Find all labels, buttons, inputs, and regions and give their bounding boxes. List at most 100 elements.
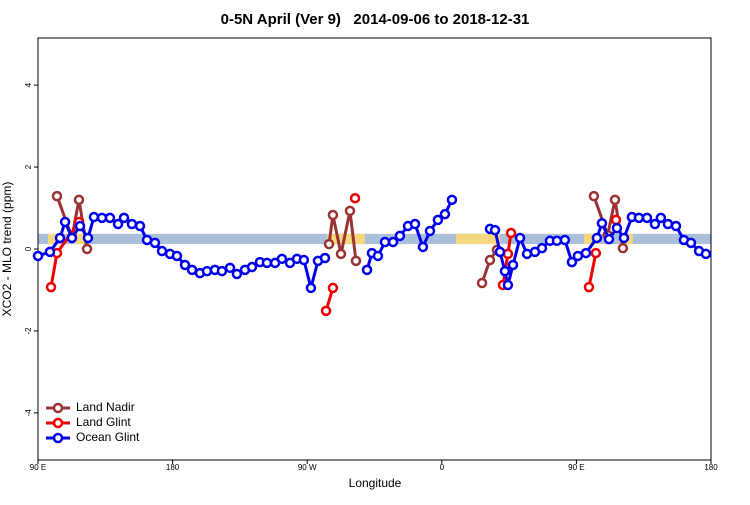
point	[327, 282, 339, 294]
point	[641, 212, 653, 224]
x-tick-label: 0	[440, 463, 445, 472]
point	[559, 234, 571, 246]
point	[566, 256, 578, 268]
point	[74, 220, 86, 232]
point	[432, 214, 444, 226]
y-axis-label: XCO2 - MLO trend (ppm)	[0, 182, 14, 317]
point	[446, 194, 458, 206]
point	[298, 254, 310, 266]
point	[610, 214, 622, 226]
point	[499, 265, 511, 277]
legend-marker	[52, 402, 64, 414]
x-tick-label: 90 E	[568, 463, 584, 472]
point	[372, 250, 384, 262]
point	[112, 218, 124, 230]
point	[655, 212, 667, 224]
point	[617, 242, 629, 254]
x-tick-label: 90 W	[298, 463, 317, 472]
point	[118, 212, 130, 224]
point	[323, 238, 335, 250]
point	[670, 220, 682, 232]
y-tick-label: 2	[24, 164, 33, 169]
point	[201, 265, 213, 277]
point	[596, 217, 608, 229]
x-tick-label: 180	[166, 463, 180, 472]
point	[134, 220, 146, 232]
point	[502, 279, 514, 291]
legend-label: Land Glint	[76, 415, 131, 429]
band-highlight	[326, 233, 365, 245]
point	[149, 237, 161, 249]
point	[32, 250, 44, 262]
point	[327, 209, 339, 221]
point	[583, 281, 595, 293]
point	[54, 232, 66, 244]
point	[484, 254, 496, 266]
point	[387, 236, 399, 248]
point	[349, 192, 361, 204]
band-highlight	[456, 233, 500, 245]
point	[662, 218, 674, 230]
point	[44, 246, 56, 258]
series-line	[51, 220, 616, 311]
point	[685, 237, 697, 249]
point	[276, 253, 288, 265]
point	[424, 225, 436, 237]
y-tick-label: -2	[24, 327, 33, 335]
point	[590, 247, 602, 259]
point	[476, 277, 488, 289]
point	[216, 265, 228, 277]
point	[507, 259, 519, 271]
point	[88, 211, 100, 223]
chart-title: 0-5N April (Ver 9) 2014-09-06 to 2018-12…	[221, 11, 530, 28]
point	[104, 212, 116, 224]
point	[224, 262, 236, 274]
legend-marker	[52, 417, 64, 429]
point	[439, 208, 451, 220]
point	[320, 305, 332, 317]
point	[179, 259, 191, 271]
point	[246, 261, 258, 273]
band-highlight	[48, 233, 59, 245]
point	[319, 252, 331, 264]
point	[379, 236, 391, 248]
point	[361, 264, 373, 276]
point	[494, 246, 506, 258]
point	[505, 227, 517, 239]
point	[603, 233, 615, 245]
y-tick-label: 4	[24, 82, 33, 87]
point	[82, 232, 94, 244]
point	[66, 232, 78, 244]
point	[171, 250, 183, 262]
point	[649, 218, 661, 230]
point	[59, 216, 71, 228]
point	[580, 247, 592, 259]
band-highlight	[74, 233, 85, 245]
point	[45, 281, 57, 293]
point	[394, 230, 406, 242]
legend-marker	[52, 432, 64, 444]
point	[489, 224, 501, 236]
point	[335, 248, 347, 260]
point	[588, 190, 600, 202]
point	[350, 255, 362, 267]
point	[633, 212, 645, 224]
point	[700, 248, 712, 260]
x-tick-label: 90 E	[30, 463, 46, 472]
point	[618, 232, 630, 244]
point	[536, 242, 548, 254]
point	[591, 232, 603, 244]
y-tick-label: 0	[24, 246, 33, 251]
reference-band	[38, 233, 711, 245]
point	[51, 190, 63, 202]
point	[611, 222, 623, 234]
point	[514, 232, 526, 244]
point	[126, 218, 138, 230]
point	[409, 218, 421, 230]
y-tick-label: -4	[24, 409, 33, 417]
point	[261, 257, 273, 269]
point	[81, 243, 93, 255]
legend-label: Land Nadir	[76, 400, 135, 414]
